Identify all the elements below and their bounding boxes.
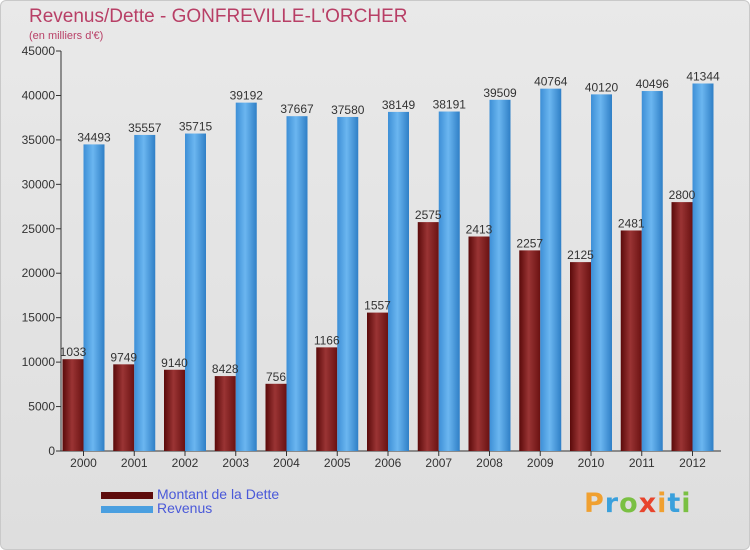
bar-revenus: [438, 111, 460, 451]
bar-revenus: [134, 134, 156, 451]
data-label-revenus: 40496: [636, 77, 670, 91]
x-tick-label: 2009: [527, 456, 554, 470]
data-label-revenus: 38191: [433, 98, 467, 112]
data-label-revenus: 37580: [331, 103, 365, 117]
chart-title: Revenus/Dette - GONFREVILLE-L'ORCHER: [29, 6, 408, 27]
y-tick-label: 20000: [22, 266, 56, 280]
logo-letter: i: [681, 488, 692, 519]
bar-dette: [620, 230, 642, 451]
data-label-dette: 756: [266, 370, 286, 384]
x-tick-label: 2006: [375, 456, 402, 470]
x-tick-label: 2001: [121, 456, 148, 470]
data-label-dette: 1557: [364, 299, 391, 313]
y-tick-label: 35000: [22, 133, 56, 147]
data-label-dette: 8428: [212, 362, 239, 376]
data-label-revenus: 37667: [280, 102, 314, 116]
bar-revenus: [388, 111, 409, 452]
x-tick-label: 2012: [679, 456, 706, 470]
data-label-revenus: 40764: [534, 75, 568, 89]
y-tick-label: 10000: [22, 355, 56, 369]
bar-dette: [519, 250, 541, 451]
bar-revenus: [235, 102, 257, 452]
bar-dette: [468, 236, 490, 451]
bar-revenus: [286, 116, 308, 451]
logo-letter: i: [657, 488, 668, 519]
data-label-dette: 2257: [516, 236, 543, 250]
x-tick-label: 2010: [578, 456, 605, 470]
data-label-dette: 9140: [161, 356, 188, 370]
data-label-revenus: 41344: [686, 69, 720, 83]
chart-bars: [62, 83, 714, 452]
data-label-revenus: 39509: [483, 86, 517, 100]
data-label-dette: 2125: [567, 248, 594, 262]
x-tick-label: 2002: [172, 456, 199, 470]
bar-revenus: [641, 91, 663, 451]
data-label-revenus: 39192: [230, 89, 264, 103]
bar-dette: [367, 312, 388, 451]
logo-letter: o: [619, 488, 639, 519]
logo-letter: P: [584, 488, 605, 519]
bar-dette: [570, 262, 591, 451]
bar-dette: [113, 364, 135, 451]
y-tick-label: 40000: [22, 88, 56, 102]
chart-subtitle: (en milliers d'€): [29, 30, 104, 42]
legend-item-dette: Montant de la Dette: [101, 487, 279, 502]
legend-label-revenus: Revenus: [157, 500, 213, 516]
x-tick-label: 2003: [222, 456, 249, 470]
legend-item-revenus: Revenus: [101, 501, 279, 516]
bar-revenus: [83, 144, 105, 451]
data-label-dette: 2575: [415, 208, 442, 222]
data-label-revenus: 35557: [128, 121, 162, 135]
x-tick-label: 2000: [70, 456, 97, 470]
data-label-dette: 1166: [314, 333, 340, 347]
y-tick-label: 45000: [22, 44, 56, 58]
bar-revenus: [337, 116, 359, 451]
y-tick-label: 30000: [22, 177, 56, 191]
x-tick-label: 2008: [476, 456, 503, 470]
data-label-dette: 2800: [669, 188, 696, 202]
bar-dette: [164, 369, 185, 451]
chart-data-labels: 1033 34493 9749 35557 9140 35715 8428 39192 756 3…: [60, 69, 720, 383]
bar-dette: [265, 383, 287, 451]
y-tick-label: 25000: [22, 222, 56, 236]
x-tick-label: 2005: [324, 456, 351, 470]
x-tick-label: 2011: [629, 456, 655, 470]
logo-letter: r: [604, 488, 620, 519]
bar-dette: [62, 359, 84, 451]
data-label-dette: 1033: [60, 345, 87, 359]
data-label-revenus: 35715: [179, 120, 213, 134]
data-label-revenus: 34493: [77, 130, 111, 144]
legend-label-dette: Montant de la Dette: [157, 486, 280, 502]
y-tick-label: 15000: [22, 311, 56, 325]
data-label-dette: 2413: [466, 223, 493, 237]
bar-revenus: [692, 83, 714, 452]
logo-letter: t: [667, 488, 682, 519]
bar-revenus: [185, 133, 206, 452]
logo-letter: x: [638, 488, 658, 519]
data-label-revenus: 40120: [585, 80, 619, 94]
proxiti-logo: Proxiti: [584, 488, 692, 519]
y-tick-label: 5000: [28, 400, 55, 414]
legend-swatch-dette: [101, 491, 153, 499]
bar-revenus: [591, 94, 612, 451]
x-tick-label: 2007: [425, 456, 452, 470]
bar-revenus: [489, 99, 511, 451]
bar-dette: [214, 376, 236, 451]
legend-swatch-revenus: [101, 505, 153, 513]
chart-legend: Montant de la Dette Revenus: [101, 487, 279, 516]
data-label-revenus: 38149: [382, 98, 416, 112]
data-label-dette: 9749: [110, 350, 137, 364]
data-label-dette: 2481: [618, 216, 645, 230]
bar-revenus: [540, 88, 562, 452]
y-tick-label: 0: [48, 444, 55, 458]
bar-dette: [671, 202, 693, 451]
x-tick-label: 2004: [273, 456, 300, 470]
bar-dette: [417, 222, 439, 451]
bar-dette: [316, 347, 338, 451]
